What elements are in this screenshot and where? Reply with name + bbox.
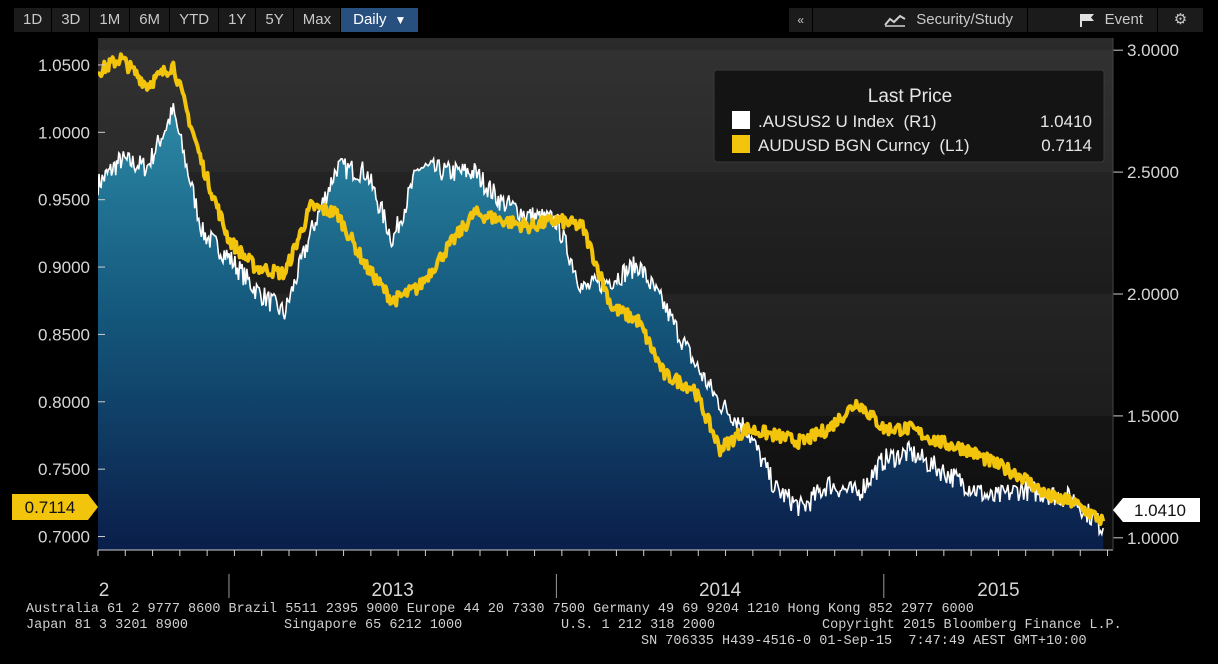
gear-icon: ⚙ — [1173, 11, 1188, 28]
period-1m-button[interactable]: 1M — [90, 8, 131, 32]
security-study-label: Security/Study — [916, 11, 1013, 28]
legend-label-index: .AUSUS2 U Index (R1) — [758, 112, 937, 131]
footer-line-1: Australia 61 2 9777 8600 Brazil 5511 239… — [26, 602, 974, 617]
footer-line-2c: U.S. 1 212 318 2000 — [561, 618, 715, 633]
flag-icon — [1079, 14, 1094, 27]
legend-title: Last Price — [868, 86, 952, 107]
left-axis-tick-label: 0.7000 — [38, 528, 90, 547]
last-value-right-tag: 1.0410 — [1113, 498, 1200, 522]
right-axis: 3.0000 2.5000 2.0000 1.5000 1.0000 — [1112, 38, 1179, 550]
x-axis-tick-label: 2 — [99, 580, 110, 600]
x-axis-minor-ticks — [97, 550, 1109, 556]
double-chevron-left-icon: « — [797, 13, 804, 27]
footer-line-2b: Singapore 65 6212 1000 — [284, 618, 463, 633]
legend-box — [713, 69, 1105, 163]
left-axis-tick-label: 0.8000 — [38, 393, 90, 412]
left-axis-tick-label: 1.0000 — [38, 123, 90, 142]
interval-label: Daily — [353, 11, 387, 28]
left-axis-tick-label: 0.8500 — [38, 325, 90, 344]
right-axis-tick-label: 3.0000 — [1127, 41, 1179, 60]
audusd-series-line — [98, 52, 1106, 526]
price-chart: 1.0500 1.0000 0.9500 0.9000 0.8500 0.8000 0.75… — [0, 34, 1218, 601]
legend-label-audusd: AUDUSD BGN Curncy (L1) — [758, 136, 970, 155]
footer-line-2a: Japan 81 3 3201 8900 — [26, 618, 189, 633]
last-value-left-text: 0.7114 — [25, 498, 76, 517]
left-axis-tick-label: 0.9000 — [38, 258, 90, 277]
last-value-left-tag: 0.7114 — [12, 494, 98, 520]
right-axis-tick-label: 2.5000 — [1127, 163, 1179, 182]
right-axis-tick-label: 1.0000 — [1127, 529, 1179, 548]
event-button[interactable]: Event — [1028, 8, 1158, 32]
x-axis-tick-label: 2013 — [372, 580, 414, 600]
footer-line-2d: Copyright 2015 Bloomberg Finance L.P. — [822, 618, 1122, 633]
period-6m-button[interactable]: 6M — [130, 8, 171, 32]
footer-contacts: Australia 61 2 9777 8600 Brazil 5511 239… — [0, 600, 1218, 664]
index-area-fill — [98, 103, 1104, 550]
left-axis-tick-label: 0.9500 — [38, 191, 90, 210]
legend-value-audusd: 0.7114 — [1041, 136, 1092, 155]
legend-swatch-index — [732, 111, 750, 129]
x-axis: 2 2013 2014 2015 — [99, 574, 1020, 601]
x-axis-tick-label: 2014 — [699, 580, 742, 600]
chart-svg: 1.0500 1.0000 0.9500 0.9000 0.8500 0.8000 0.75… — [12, 38, 1200, 601]
legend-value-index: 1.0410 — [1040, 112, 1092, 131]
footer-line-3: SN 706335 H439-4516-0 01-Sep-15 7:47:49 … — [641, 634, 1087, 649]
event-label: Event — [1104, 11, 1143, 28]
x-axis-tick-label: 2015 — [977, 580, 1019, 600]
interval-dropdown[interactable]: Daily ▼ — [341, 8, 420, 32]
caret-down-icon: ▼ — [394, 13, 407, 27]
left-axis: 1.0500 1.0000 0.9500 0.9000 0.8500 0.8000 0.75… — [38, 56, 105, 547]
last-value-right-text: 1.0410 — [1134, 501, 1186, 520]
period-selector: 1D 3D 1M 6M YTD 1Y 5Y Max Daily ▼ — [14, 8, 420, 32]
period-1y-button[interactable]: 1Y — [219, 8, 257, 32]
period-ytd-button[interactable]: YTD — [170, 8, 220, 32]
right-axis-tick-label: 2.0000 — [1127, 285, 1179, 304]
settings-button[interactable]: ⚙ — [1158, 8, 1204, 32]
period-1d-button[interactable]: 1D — [14, 8, 53, 32]
chart-toolbar: 1D 3D 1M 6M YTD 1Y 5Y Max Daily ▼ « Secur… — [0, 0, 1218, 34]
right-axis-tick-label: 1.5000 — [1127, 407, 1179, 426]
period-max-button[interactable]: Max — [293, 8, 342, 32]
legend: Last Price .AUSUS2 U Index (R1) 1.0410 A… — [713, 69, 1105, 163]
chart-study-icon — [884, 14, 906, 27]
period-3d-button[interactable]: 3D — [52, 8, 91, 32]
collapse-button[interactable]: « — [789, 8, 813, 32]
left-axis-tick-label: 1.0500 — [38, 56, 90, 75]
left-axis-tick-label: 0.7500 — [38, 460, 90, 479]
index-series-line — [98, 103, 1104, 537]
legend-swatch-audusd — [732, 135, 750, 153]
toolbar-right: « Security/Study Event ⚙ — [789, 8, 1204, 32]
period-5y-button[interactable]: 5Y — [256, 8, 294, 32]
security-study-button[interactable]: Security/Study — [813, 8, 1028, 32]
